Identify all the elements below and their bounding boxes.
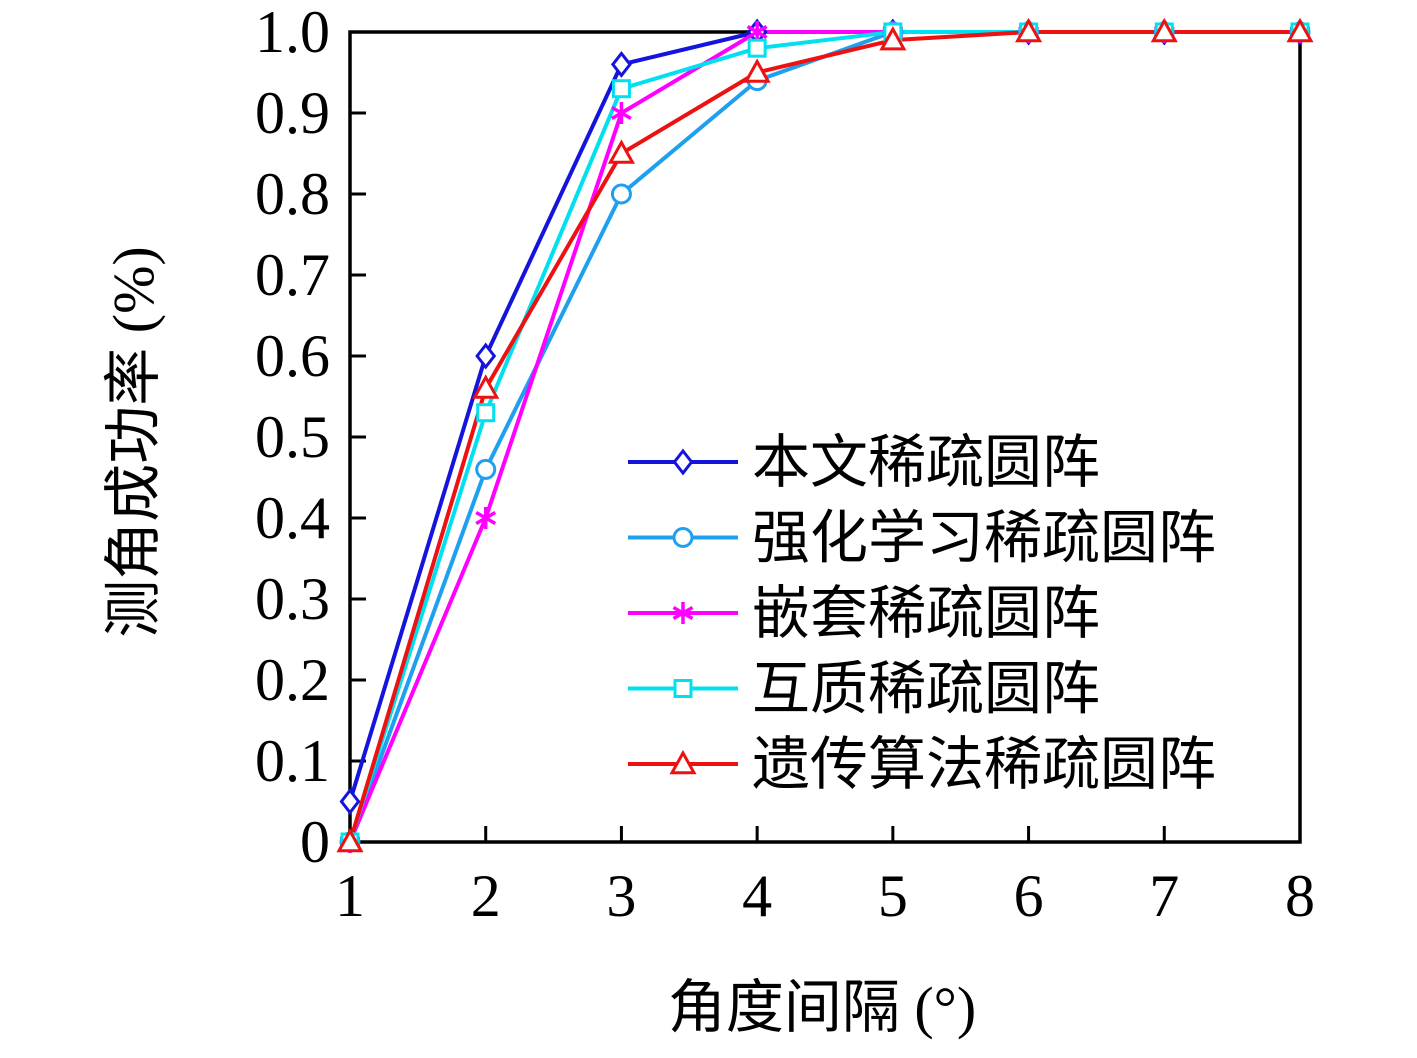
y-tick-label: 0.4	[255, 485, 330, 551]
y-tick-label: 0.7	[255, 242, 330, 308]
x-tick-label: 3	[606, 863, 636, 929]
series-marker-3	[611, 79, 631, 99]
y-tick-label: 0.3	[255, 566, 330, 632]
y-tick-label: 0.6	[255, 323, 330, 389]
series-marker-4	[472, 374, 500, 399]
legend-label-2: 嵌套稀疏圆阵	[752, 581, 1100, 646]
legend-label-3: 互质稀疏圆阵	[752, 657, 1100, 722]
x-tick-label: 7	[1149, 863, 1179, 929]
y-axis-title: 测角成功率 (%)	[101, 246, 166, 638]
series-marker-0	[475, 342, 497, 370]
legend-label-4: 遗传算法稀疏圆阵	[752, 732, 1216, 797]
y-tick-label: 0.9	[255, 80, 330, 146]
series-marker-4	[1150, 17, 1178, 43]
series-marker-4	[336, 827, 364, 853]
series-marker-3	[476, 403, 496, 423]
x-axis-title: 角度间隔 (°)	[667, 975, 977, 1040]
series-marker-3	[747, 38, 767, 58]
legend-marker-0	[672, 448, 694, 476]
legend-marker-2	[672, 602, 694, 624]
series-marker-2	[746, 21, 768, 43]
legend-marker-4	[669, 749, 697, 775]
series-marker-1	[610, 183, 632, 205]
series-marker-4	[1286, 17, 1314, 43]
legend-marker-3	[673, 679, 693, 698]
y-tick-label: 1.0	[255, 0, 330, 65]
x-tick-label: 2	[471, 863, 501, 929]
series-marker-0	[339, 788, 361, 815]
x-tick-label: 6	[1014, 863, 1044, 929]
x-tick-label: 1	[335, 863, 365, 929]
y-tick-label: 0.1	[255, 728, 330, 794]
series-marker-1	[475, 458, 497, 480]
y-tick-label: 0.5	[255, 404, 330, 470]
x-tick-label: 4	[742, 863, 772, 929]
series-marker-2	[611, 102, 632, 124]
x-tick-label: 5	[878, 863, 908, 929]
y-tick-label: 0.2	[255, 647, 330, 713]
series-marker-2	[475, 507, 497, 529]
series-marker-4	[607, 139, 635, 164]
series-marker-4	[879, 26, 907, 51]
series-line-4	[348, 30, 1300, 843]
series-marker-4	[1015, 17, 1043, 43]
series-marker-4	[743, 58, 771, 83]
legend-label-1: 强化学习稀疏圆阵	[752, 506, 1216, 571]
series-marker-0	[610, 50, 632, 78]
y-tick-label: 0	[300, 809, 330, 875]
x-tick-label: 8	[1285, 863, 1315, 929]
y-tick-label: 0.8	[255, 161, 330, 227]
legend-marker-1	[672, 527, 694, 548]
legend-label-0: 本文稀疏圆阵	[752, 430, 1100, 495]
